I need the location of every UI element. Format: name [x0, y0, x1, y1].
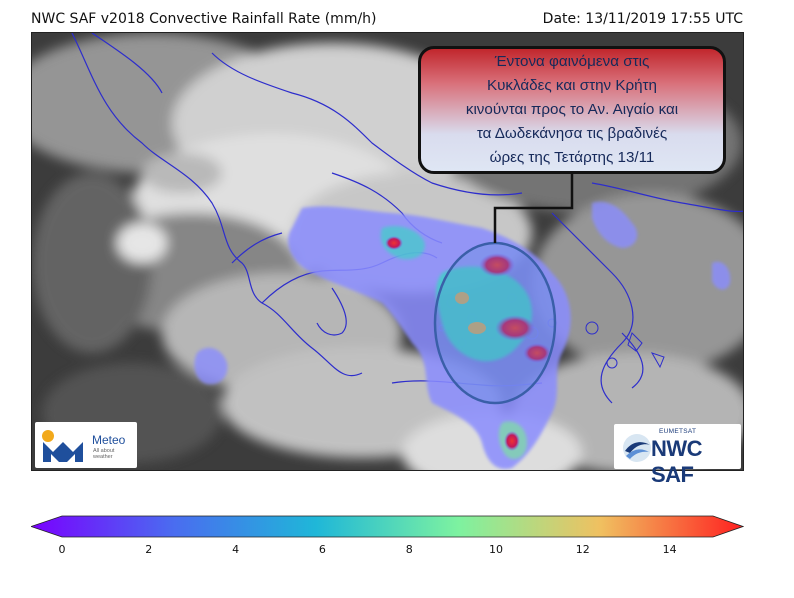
colorbar-tick-label: 2	[145, 543, 153, 556]
callout-text: Έντονα φαινόμενα στις Κυκλάδες και στην …	[460, 50, 684, 170]
satellite-map	[31, 32, 744, 471]
colorbar-tick-label: 0	[58, 543, 66, 556]
colorbar	[31, 515, 744, 538]
callout-line: κινούνται προς το Αν. Αιγαίο και	[465, 101, 679, 118]
weather-callout: Έντονα φαινόμενα στις Κυκλάδες και στην …	[418, 46, 726, 174]
colorbar-tick-label: 14	[662, 543, 677, 556]
meteo-name: Meteo	[92, 433, 126, 447]
eumetsat-label: EUMETSAT	[659, 428, 697, 435]
meteo-m-icon	[42, 430, 83, 462]
callout-connector	[493, 173, 574, 243]
callout-line: Έντονα φαινόμενα στις	[494, 53, 650, 70]
callout-line: Κυκλάδες και στην Κρήτη	[486, 77, 657, 94]
callout-line: ώρες της Τετάρτης 13/11	[489, 149, 655, 166]
map-date: Date: 13/11/2019 17:55 UTC	[542, 11, 743, 27]
callout-line: τα Δωδεκάνησα τις βραδινές	[476, 125, 668, 142]
colorbar-tick-label: 8	[405, 543, 413, 556]
eumetsat-swoosh-icon	[623, 434, 651, 462]
meteo-logo: Meteo All about weather	[35, 422, 137, 468]
meteo-tagline: All about weather	[93, 448, 115, 460]
highlight-ellipse	[433, 241, 557, 405]
nwcsaf-logo: EUMETSAT NWC SAF	[614, 424, 741, 487]
colorbar-tick-label: 4	[232, 543, 240, 556]
colorbar-tick-label: 12	[575, 543, 590, 556]
colorbar-tick-label: 10	[489, 543, 503, 556]
map-title: NWC SAF v2018 Convective Rainfall Rate (…	[31, 11, 377, 27]
colorbar-tick-label: 6	[318, 543, 326, 556]
nwcsaf-label: NWC SAF	[651, 436, 703, 487]
